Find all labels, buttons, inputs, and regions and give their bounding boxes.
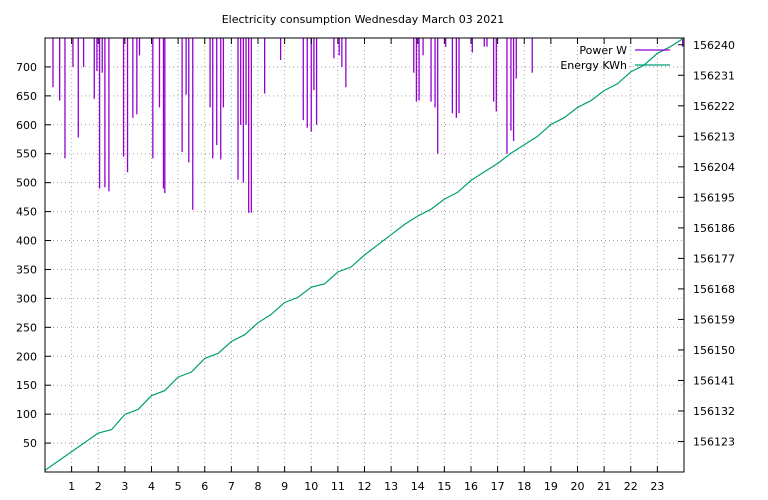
x-tick-label: 1 [68,480,75,493]
y-left-tick-label: 650 [16,90,37,103]
y-right-tick-label: 156213 [693,130,735,143]
x-tick-label: 17 [491,480,505,493]
y-left-tick-label: 200 [16,350,37,363]
y-right-tick-label: 156177 [693,252,735,265]
y-right-tick-label: 156132 [693,405,735,418]
x-tick-label: 20 [571,480,585,493]
x-tick-label: 18 [517,480,531,493]
y-right-tick-label: 156240 [693,39,735,52]
legend-label: Energy KWh [560,59,627,72]
y-right-tick-label: 156195 [693,191,735,204]
y-right-tick-label: 156150 [693,344,735,357]
y-right-tick-label: 156186 [693,222,735,235]
x-tick-label: 11 [331,480,345,493]
y-left-tick-label: 300 [16,292,37,305]
y-left-tick-label: 500 [16,177,37,190]
energy-line [44,37,685,471]
y-right-tick-label: 156222 [693,100,735,113]
legend-label: Power W [579,44,627,57]
legend: Power W Energy KWh [560,44,670,72]
x-tick-label: 3 [121,480,128,493]
y-left-tick-label: 400 [16,235,37,248]
plot-series [44,37,685,471]
y-right-tick-label: 156231 [693,69,735,82]
y-right-tick-label: 156141 [693,374,735,387]
x-tick-label: 8 [255,480,262,493]
x-tick-label: 5 [175,480,182,493]
y-left-tick-label: 150 [16,379,37,392]
y-right-tick-label: 156168 [693,283,735,296]
y-left-tick-label: 50 [23,437,37,450]
x-tick-label: 2 [95,480,102,493]
x-tick-label: 4 [148,480,155,493]
axis-ticks: 1 2 3 4 5 6 7 8 9 10 11 12 13 14 15 16 17 18 19 20 21 22 23501… [16,38,735,493]
x-tick-label: 6 [201,480,208,493]
y-left-tick-label: 600 [16,119,37,132]
x-tick-label: 23 [650,480,664,493]
x-tick-label: 10 [304,480,318,493]
y-left-tick-label: 450 [16,206,37,219]
y-left-tick-label: 250 [16,321,37,334]
x-tick-label: 7 [228,480,235,493]
x-tick-label: 16 [464,480,478,493]
y-left-tick-label: 550 [16,148,37,161]
y-left-tick-label: 350 [16,263,37,276]
chart-title: Electricity consumption Wednesday March … [222,13,505,26]
x-tick-label: 19 [544,480,558,493]
y-left-tick-label: 100 [16,408,37,421]
x-tick-label: 22 [624,480,638,493]
x-tick-label: 12 [358,480,372,493]
y-right-tick-label: 156123 [693,435,735,448]
x-tick-label: 9 [281,480,288,493]
grid [45,38,684,472]
y-right-tick-label: 156159 [693,313,735,326]
y-left-tick-label: 700 [16,61,37,74]
x-tick-label: 14 [411,480,425,493]
x-tick-label: 13 [384,480,398,493]
y-right-tick-label: 156204 [693,161,735,174]
x-tick-label: 21 [597,480,611,493]
x-tick-label: 15 [437,480,451,493]
